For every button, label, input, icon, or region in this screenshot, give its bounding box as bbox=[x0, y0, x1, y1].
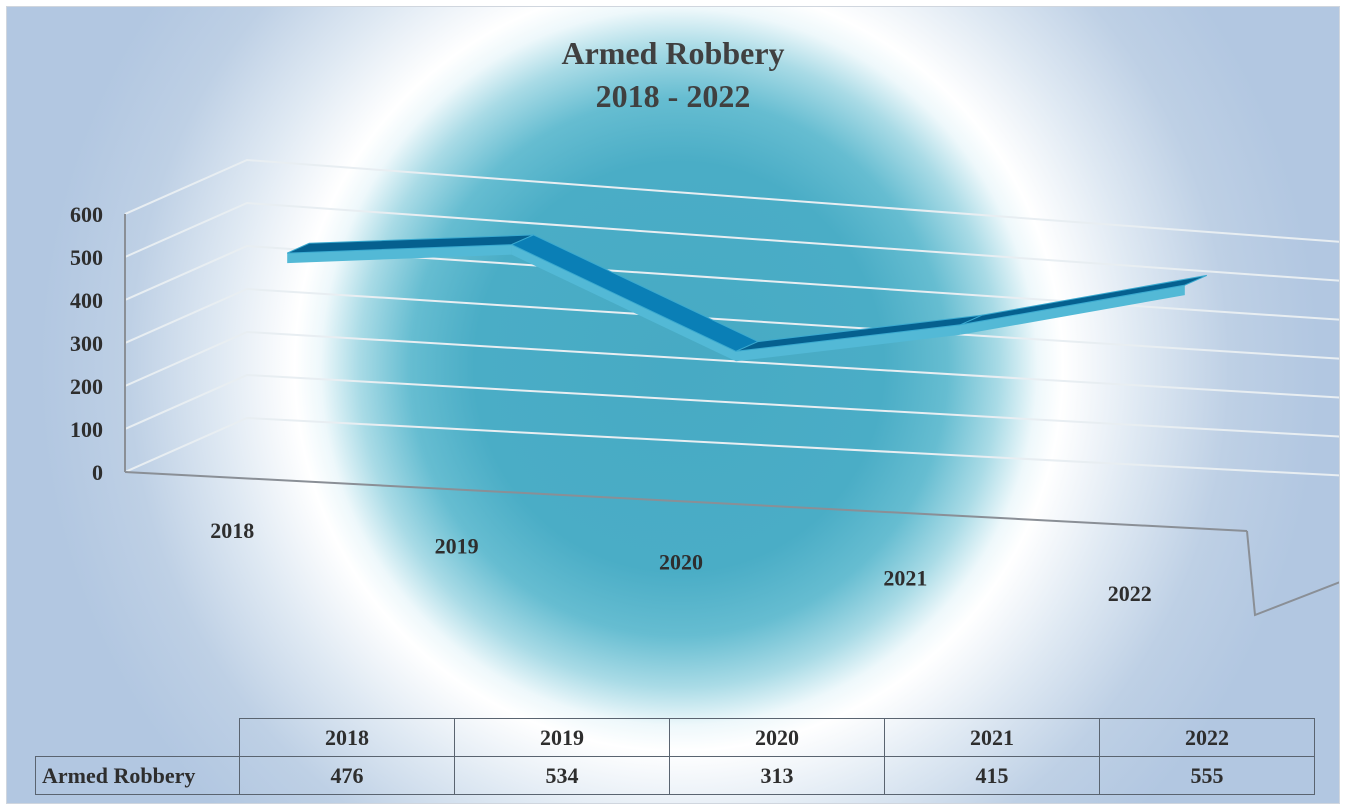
y-tick-label: 200 bbox=[70, 374, 103, 399]
x-tick-labels: 2018 2019 2020 2021 2022 bbox=[210, 518, 1152, 606]
chart-title-line-1: Armed Robbery bbox=[561, 35, 784, 71]
data-table-row-label: Armed Robbery bbox=[35, 756, 240, 795]
gridline bbox=[124, 158, 1339, 243]
ribbon-segment-front bbox=[736, 324, 961, 362]
gridline bbox=[124, 330, 1339, 399]
chart-title-line-2: 2018 - 2022 bbox=[596, 78, 751, 114]
series-ribbon bbox=[286, 234, 1208, 362]
gridline bbox=[124, 416, 1339, 477]
gridlines bbox=[124, 158, 1339, 477]
data-table-cell: 476 bbox=[239, 756, 455, 795]
data-table-corner bbox=[35, 718, 240, 757]
gridline bbox=[124, 373, 1339, 438]
data-table-cell: 534 bbox=[454, 756, 670, 795]
y-tick-labels: 0 100 200 300 400 500 600 bbox=[70, 202, 103, 485]
y-tick-label: 500 bbox=[70, 245, 103, 270]
x-tick-label: 2021 bbox=[883, 565, 927, 590]
x-axis-line bbox=[124, 471, 1248, 532]
data-table-header: 2018 bbox=[239, 718, 455, 757]
chart-svg: Armed Robbery 2018 - 2022 0 100 200 300 400 5… bbox=[70, 35, 1339, 617]
x-tick-label: 2022 bbox=[1108, 581, 1152, 606]
ribbon-segment-top bbox=[960, 274, 1208, 326]
gridline bbox=[124, 201, 1339, 282]
data-table-cell: 555 bbox=[1099, 756, 1315, 795]
chart-area: Armed Robbery 2018 - 2022 0 100 200 300 400 5… bbox=[6, 6, 1340, 804]
x-axis-edge bbox=[1246, 530, 1339, 617]
y-tick-label: 400 bbox=[70, 288, 103, 313]
data-table-header: 2019 bbox=[454, 718, 670, 757]
y-tick-label: 300 bbox=[70, 331, 103, 356]
ribbon-segment-front bbox=[511, 244, 736, 362]
gridline bbox=[124, 244, 1339, 321]
data-table-header-row: 2018 2019 2020 2021 2022 bbox=[35, 718, 1315, 757]
data-table-cell: 415 bbox=[884, 756, 1100, 795]
y-tick-label: 600 bbox=[70, 202, 103, 227]
x-tick-label: 2020 bbox=[659, 550, 703, 575]
ribbon-segment-front bbox=[287, 244, 512, 264]
data-table-cell: 313 bbox=[669, 756, 885, 795]
x-tick-label: 2019 bbox=[435, 534, 479, 559]
x-tick-label: 2018 bbox=[210, 518, 254, 543]
y-tick-label: 100 bbox=[70, 417, 103, 442]
gridline bbox=[124, 287, 1339, 360]
y-tick-label: 0 bbox=[92, 460, 103, 485]
ribbon-segment-front bbox=[960, 285, 1185, 335]
axes bbox=[124, 214, 1339, 617]
data-table: 2018 2019 2020 2021 2022 Armed Robbery 4… bbox=[35, 718, 1315, 795]
ribbon-segment-top bbox=[510, 234, 760, 352]
data-table-header: 2020 bbox=[669, 718, 885, 757]
data-table-row: Armed Robbery 476 534 313 415 555 bbox=[35, 756, 1315, 795]
data-table-header: 2022 bbox=[1099, 718, 1315, 757]
data-table-header: 2021 bbox=[884, 718, 1100, 757]
